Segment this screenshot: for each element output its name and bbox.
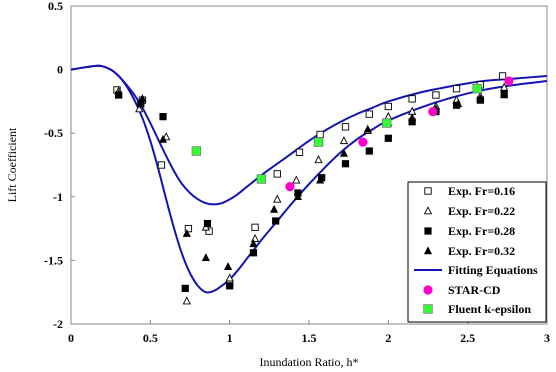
point-series-4 <box>408 113 417 122</box>
point-series-3 <box>181 284 189 292</box>
point-series-2 <box>339 136 349 145</box>
x-tick-label: 3 <box>544 331 550 345</box>
point-series-4 <box>363 124 372 133</box>
legend: Exp. Fr=0.16 Exp. Fr=0.22 Exp. Fr=0.28 E… <box>407 181 547 323</box>
x-tick-label: 1.5 <box>302 331 317 345</box>
x-tick-label: 2.5 <box>460 331 475 345</box>
point-series-3 <box>203 219 212 228</box>
axis-ticks: 0 0.5 1 1.5 2 2.5 3 0.5 0 -0.5 -1 -1.5 -2 <box>44 0 550 345</box>
legend-label-fr016: Exp. Fr=0.16 <box>448 184 515 198</box>
point-series-5 <box>285 182 295 192</box>
point-series-4 <box>114 89 123 97</box>
point-series-4 <box>316 175 325 184</box>
point-series-3 <box>341 160 350 168</box>
point-series-4 <box>476 94 485 103</box>
point-series-6 <box>472 83 482 94</box>
point-series-4 <box>293 192 302 201</box>
point-series-6 <box>382 118 392 128</box>
point-series-2 <box>135 104 144 113</box>
point-series-3 <box>226 282 234 290</box>
point-series-4 <box>158 134 168 143</box>
point-series-4 <box>339 148 348 157</box>
point-series-2 <box>273 194 282 203</box>
point-series-2 <box>314 155 323 164</box>
legend-label-fr028: Exp. Fr=0.28 <box>448 224 515 238</box>
point-series-3 <box>384 134 392 142</box>
point-series-3 <box>159 113 167 121</box>
point-series-1 <box>432 91 440 99</box>
y-tick-label: -0.5 <box>44 126 63 140</box>
point-series-3 <box>249 249 258 257</box>
point-series-1 <box>157 161 166 169</box>
point-series-1 <box>184 224 193 233</box>
legend-label-fluent: Fluent k-epsilon <box>448 302 531 316</box>
point-series-2 <box>225 273 234 282</box>
y-tick-label: -1.5 <box>44 253 63 267</box>
point-series-1 <box>251 223 259 231</box>
legend-label-fitting: Fitting Equations <box>448 263 538 277</box>
point-series-4 <box>182 229 191 237</box>
x-tick-label: 2 <box>385 331 391 345</box>
legend-mark-series-2 <box>423 206 433 215</box>
point-series-3 <box>365 147 373 155</box>
legend-box <box>407 181 547 323</box>
fitting-curve-2 <box>70 64 548 294</box>
point-series-1 <box>452 85 461 93</box>
fitting-curves <box>70 64 548 294</box>
legend-mark-series-3 <box>424 227 432 235</box>
legend-mark-series-6 <box>423 304 433 314</box>
point-series-4 <box>138 94 147 103</box>
point-series-4 <box>201 253 210 262</box>
point-series-6 <box>313 137 324 147</box>
y-tick-label: -2 <box>53 317 63 331</box>
legend-mark-series-1 <box>424 187 432 195</box>
data-points <box>113 72 514 305</box>
point-series-4 <box>500 90 509 99</box>
point-series-2 <box>292 175 301 184</box>
point-series-1 <box>316 130 324 139</box>
fitting-curve-1 <box>70 64 548 206</box>
legend-mark-series-5 <box>423 285 433 295</box>
point-series-1 <box>498 72 507 80</box>
point-series-5 <box>428 106 438 117</box>
point-series-1 <box>295 148 304 156</box>
point-series-2 <box>182 296 191 305</box>
legend-label-fr032: Exp. Fr=0.32 <box>448 244 515 258</box>
x-axis-label: Inundation Ratio, h* <box>260 355 359 369</box>
legend-label-fr022: Exp. Fr=0.22 <box>448 204 515 218</box>
point-series-6 <box>256 174 267 184</box>
x-tick-label: 0 <box>68 331 74 345</box>
legend-label-starcd: STAR-CD <box>448 283 501 297</box>
point-series-4 <box>224 262 233 270</box>
legend-marks <box>414 187 442 314</box>
x-tick-label: 0.5 <box>143 331 158 345</box>
point-series-1 <box>384 102 392 111</box>
point-series-1 <box>408 95 416 103</box>
point-series-5 <box>358 137 368 147</box>
point-series-1 <box>273 170 281 178</box>
y-tick-label: 0.5 <box>48 0 63 13</box>
point-series-3 <box>272 217 280 225</box>
y-tick-label: -1 <box>53 190 63 204</box>
point-series-4 <box>270 204 279 213</box>
point-series-1 <box>341 123 350 131</box>
point-series-5 <box>504 76 514 86</box>
point-series-1 <box>205 227 213 235</box>
point-series-4 <box>454 99 463 108</box>
point-series-6 <box>191 146 202 156</box>
legend-mark-series-4 <box>423 246 433 255</box>
point-series-4 <box>249 239 258 248</box>
x-tick-label: 1 <box>227 331 233 345</box>
y-axis-label: Lift Coefficient <box>5 127 19 202</box>
y-tick-label: 0 <box>57 63 63 77</box>
point-series-1 <box>365 110 373 118</box>
